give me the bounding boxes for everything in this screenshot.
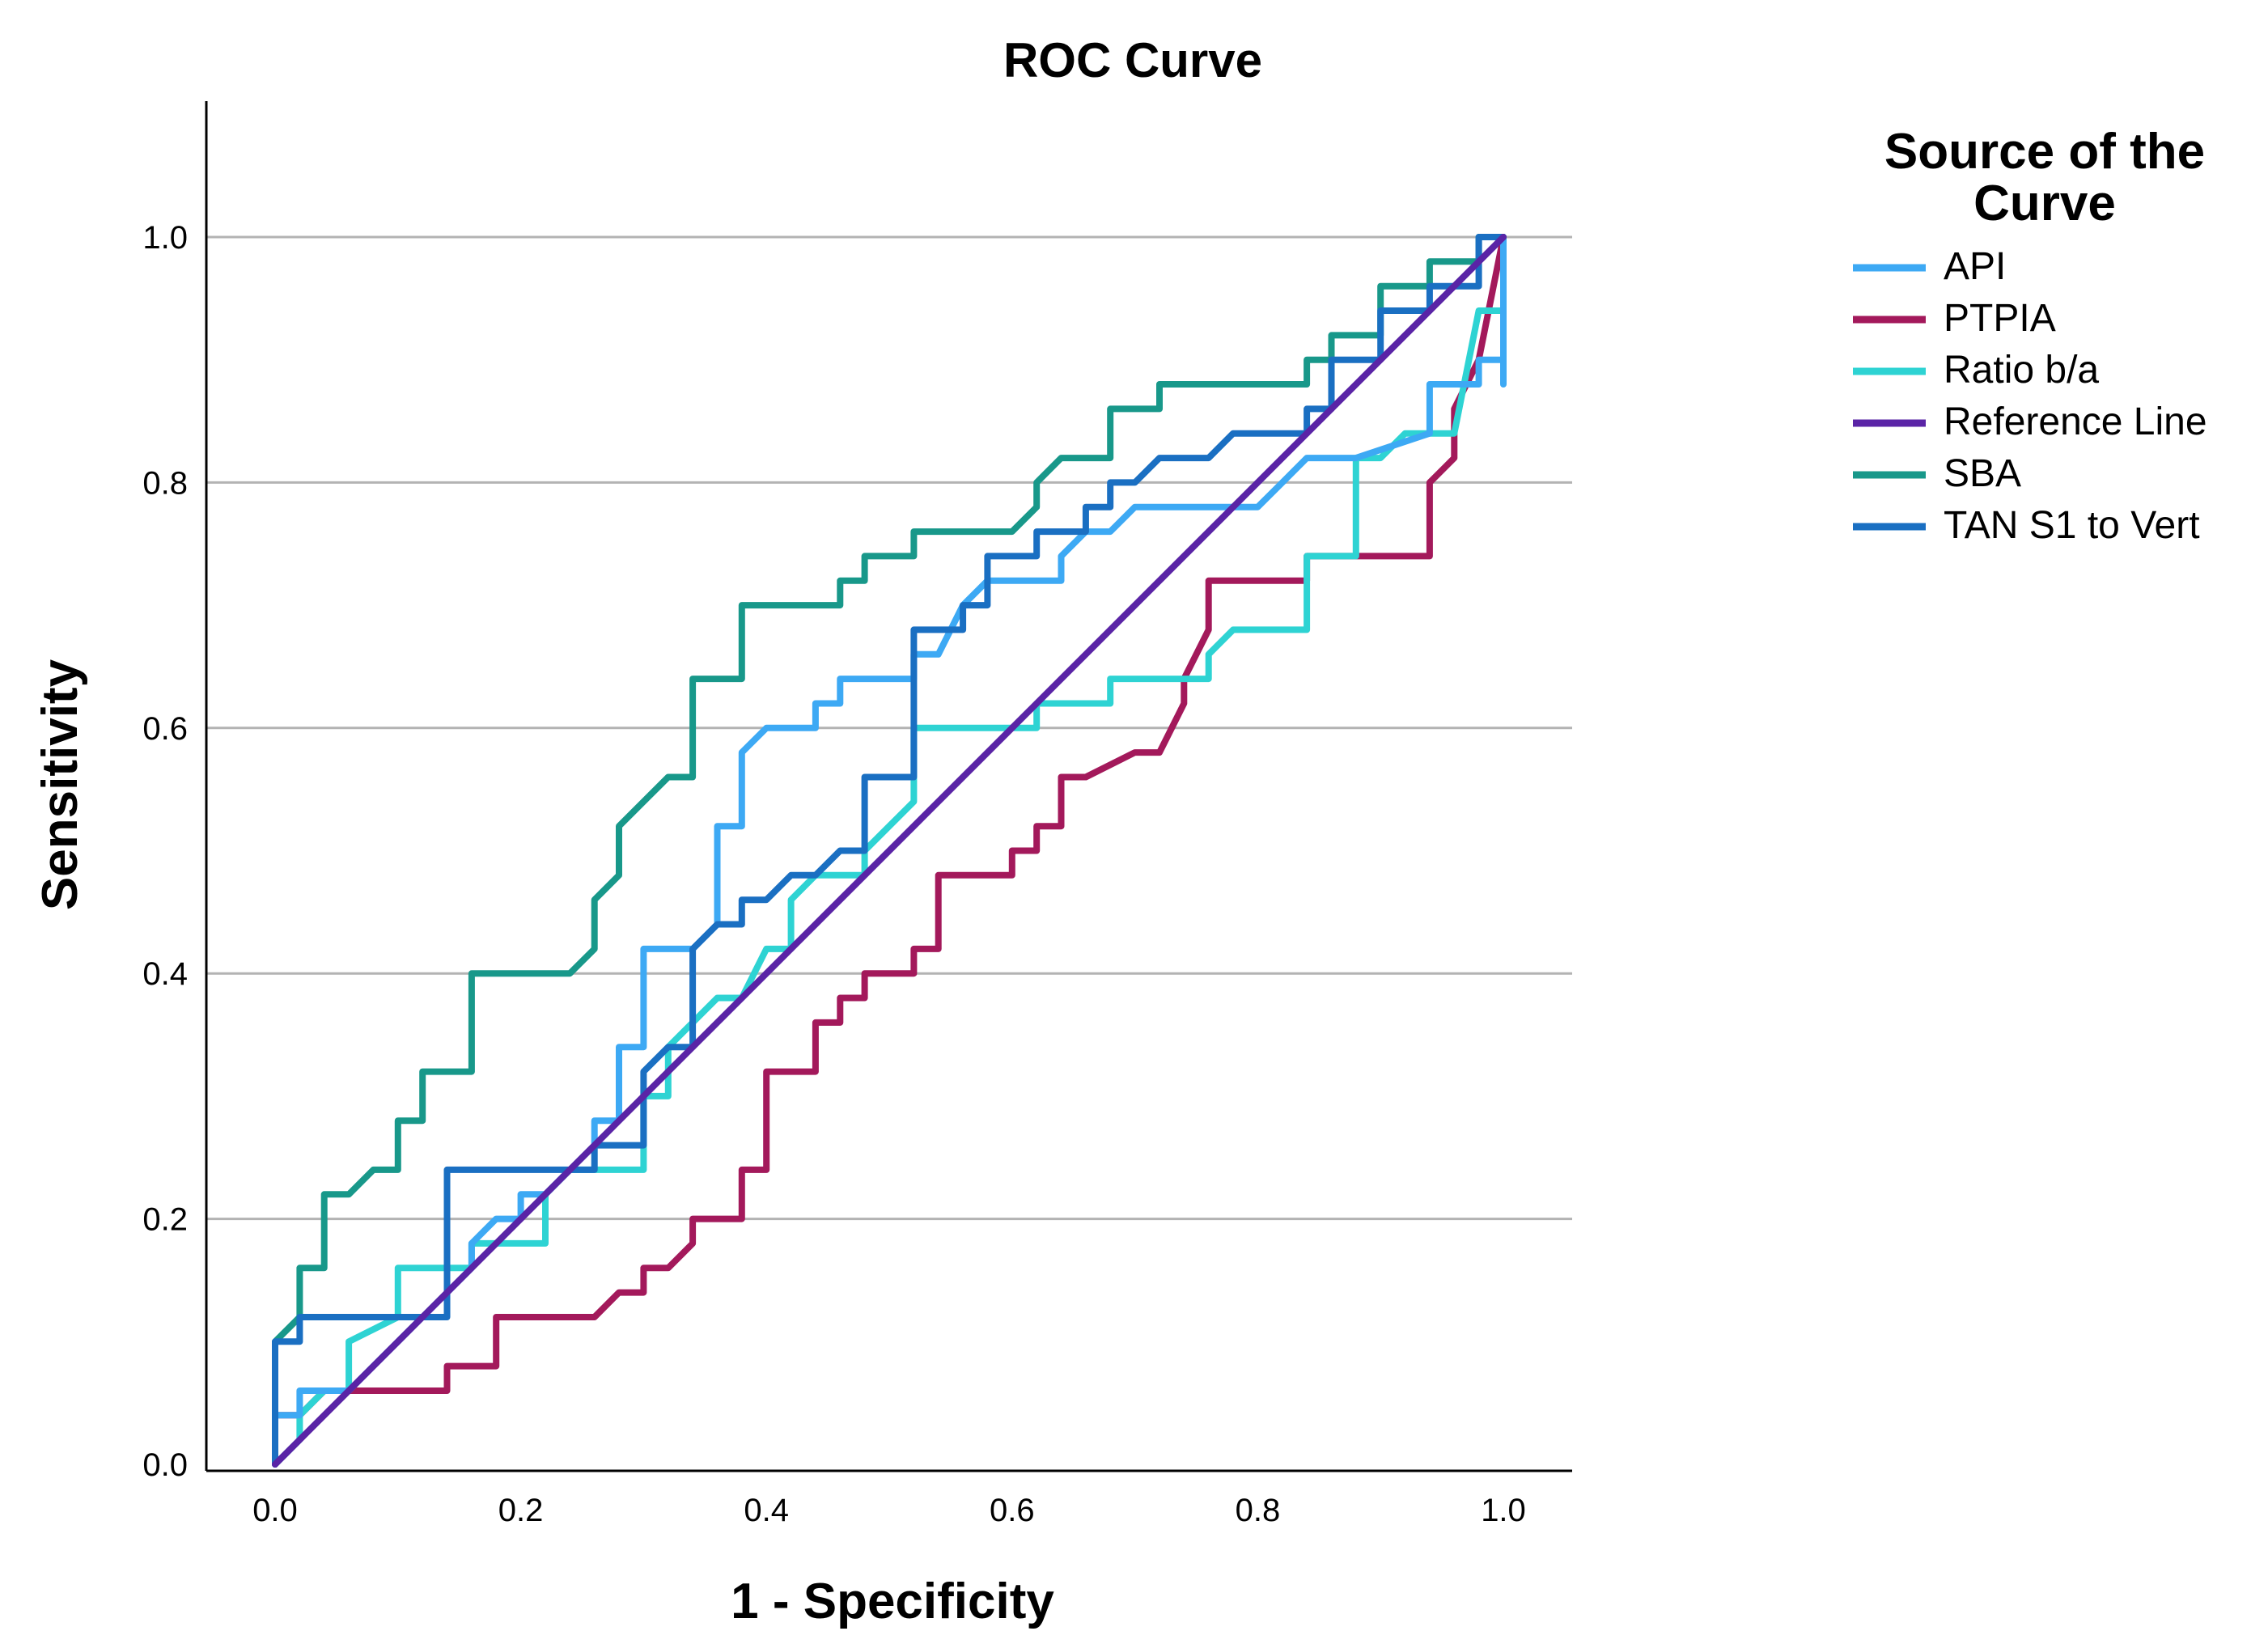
x-tick-label: 1.0 (1481, 1493, 1526, 1528)
series-line-ptpia (272, 234, 1507, 1468)
legend-title-line-2: Curve (1973, 176, 2116, 231)
tick-labels: 0.0 0.2 0.4 0.6 0.8 1.0 0.0 0.2 0.4 0.6 0.8 1.0 (142, 220, 1525, 1528)
y-tick-label: 0.8 (142, 465, 188, 501)
chart-title: ROC Curve (1003, 33, 1262, 87)
y-tick-label: 1.0 (142, 220, 188, 256)
y-axis-label: Sensitivity (32, 659, 88, 910)
x-tick-label: 0.0 (252, 1493, 298, 1528)
x-tick-label: 0.4 (744, 1493, 789, 1528)
legend-label-tan-s1-to-vert: TAN S1 to Vert (1944, 504, 2200, 547)
y-tick-label: 0.4 (142, 956, 188, 992)
x-tick-label: 0.8 (1236, 1493, 1281, 1528)
legend: Source of the Curve API PTPIA Ratio b/a Ref… (1853, 124, 2207, 547)
series-line-reference-line (272, 234, 1507, 1468)
y-tick-label: 0.2 (142, 1202, 188, 1238)
y-tick-label: 0.6 (142, 711, 188, 747)
series-line-api (272, 234, 1507, 1468)
legend-label-sba: SBA (1944, 452, 2021, 495)
axes (205, 101, 1572, 1472)
legend-label-ptpia: PTPIA (1944, 297, 2056, 340)
x-tick-label: 0.2 (498, 1493, 544, 1528)
x-axis-label: 1 - Specificity (731, 1574, 1054, 1629)
grid-lines (206, 235, 1572, 1221)
series-lines (272, 234, 1507, 1468)
legend-title-line-1: Source of the (1884, 124, 2205, 180)
legend-label-ratio-b-a: Ratio b/a (1944, 349, 2099, 392)
y-tick-label: 0.0 (142, 1447, 188, 1483)
legend-label-reference-line: Reference Line (1944, 400, 2207, 443)
series-line-sba (272, 234, 1507, 1468)
legend-label-api: API (1944, 245, 2006, 288)
x-tick-label: 0.6 (990, 1493, 1035, 1528)
